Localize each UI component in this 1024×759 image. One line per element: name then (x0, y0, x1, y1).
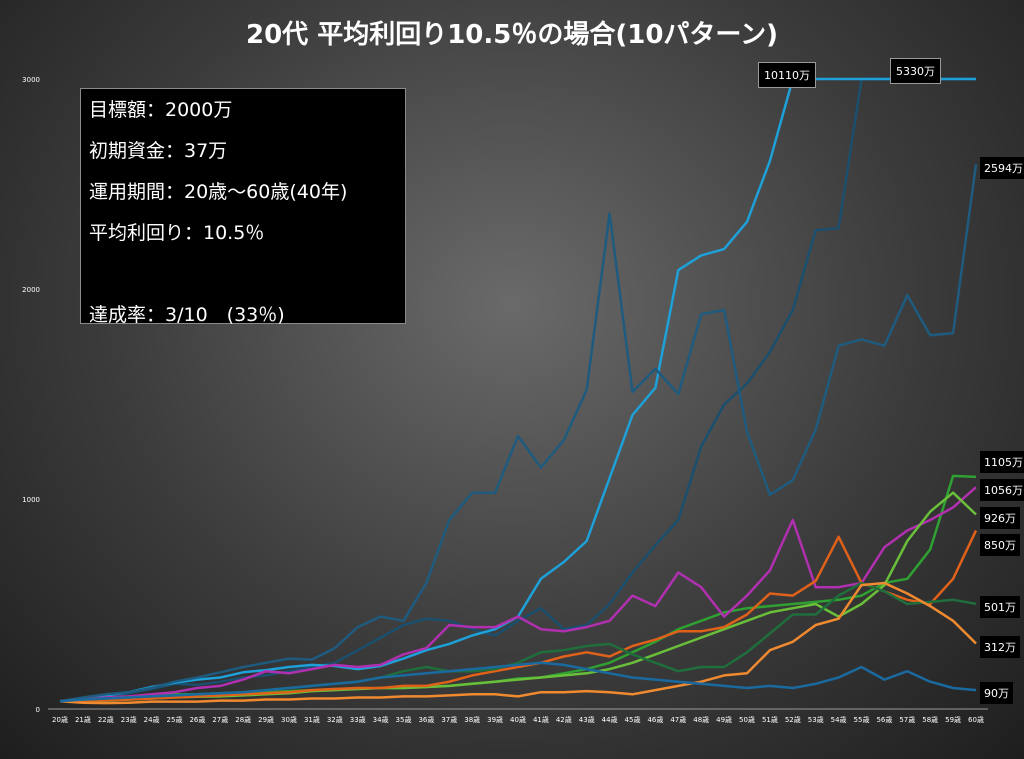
x-tick-label: 30歳 (281, 715, 297, 724)
series-line-3 (59, 164, 978, 703)
x-tick-label: 42歳 (556, 715, 572, 724)
x-tick-label: 27歳 (212, 715, 228, 724)
x-tick-label: 28歳 (235, 715, 251, 724)
x-tick-label: 29歳 (258, 715, 274, 724)
y-tick-label: 3000 (22, 76, 40, 84)
end-label-series-8: 501万 (980, 596, 1020, 618)
x-tick-label: 39歳 (487, 715, 503, 724)
x-tick-label: 59歳 (945, 715, 961, 724)
end-label-series-2: 10110万 (758, 62, 816, 88)
y-tick-label: 1000 (22, 496, 40, 504)
x-tick-label: 44歳 (602, 715, 618, 724)
x-tick-label: 24歳 (144, 715, 160, 724)
end-label-series-6: 926万 (980, 507, 1020, 529)
x-tick-label: 20歳 (52, 715, 68, 724)
chart-title: 20代 平均利回り10.5％の場合(10パターン) (245, 20, 779, 50)
info-period: 運用期間：20歳～60歳(40年) (89, 181, 348, 203)
x-tick-label: 25歳 (167, 715, 183, 724)
series-line-1 (59, 77, 976, 703)
info-initial-fund: 初期資金：37万 (89, 140, 228, 162)
x-tick-label: 26歳 (189, 715, 205, 724)
x-tick-label: 54歳 (831, 715, 847, 724)
x-tick-label: 33歳 (350, 715, 366, 724)
x-tick-label: 41歳 (533, 715, 549, 724)
x-tick-label: 38歳 (464, 715, 480, 724)
series-group (59, 77, 978, 705)
end-label-series-9: 312万 (980, 636, 1020, 658)
x-tick-label: 57歳 (899, 715, 915, 724)
x-tick-label: 49歳 (716, 715, 732, 724)
x-tick-label: 46歳 (647, 715, 663, 724)
info-yield: 平均利回り：10.5％ (89, 222, 265, 244)
x-tick-label: 40歳 (510, 715, 526, 724)
x-tick-label: 48歳 (693, 715, 709, 724)
series-line-7 (59, 529, 978, 703)
x-tick-label: 60歳 (968, 715, 984, 724)
x-tick-label: 23歳 (121, 715, 137, 724)
x-tick-label: 45歳 (625, 715, 641, 724)
y-axis-ticks: 0 1000 2000 3000 (22, 76, 40, 714)
x-tick-label: 50歳 (739, 715, 755, 724)
info-target: 目標額：2000万 (89, 99, 233, 121)
end-label-series-4: 1105万 (980, 451, 1024, 473)
info-blank (89, 257, 405, 298)
x-tick-label: 35歳 (396, 715, 412, 724)
x-tick-label: 36歳 (418, 715, 434, 724)
x-tick-label: 52歳 (785, 715, 801, 724)
info-achievement: 達成率：3/10 (33％) (89, 304, 285, 326)
end-label-series-10: 90万 (980, 682, 1013, 704)
end-label-series-1: 5330万 (890, 58, 941, 84)
x-tick-label: 32歳 (327, 715, 343, 724)
x-tick-label: 21歳 (75, 715, 91, 724)
series-line-5 (59, 486, 977, 703)
x-axis-ticks: 20歳 21歳 22歳 23歳 24歳 25歳 26歳 27歳 28歳 29歳 30歳 31歳 32歳 3… (52, 715, 984, 724)
x-tick-label: 22歳 (98, 715, 114, 724)
x-tick-label: 53歳 (808, 715, 824, 724)
x-tick-label: 51歳 (762, 715, 778, 724)
end-label-series-3: 2594万 (980, 157, 1024, 179)
x-tick-label: 34歳 (373, 715, 389, 724)
y-tick-label: 2000 (22, 286, 40, 294)
end-label-series-5: 1056万 (980, 479, 1024, 501)
x-tick-label: 58歳 (922, 715, 938, 724)
series-line-9 (59, 581, 977, 705)
x-tick-label: 56歳 (876, 715, 892, 724)
x-tick-label: 31歳 (304, 715, 320, 724)
x-tick-label: 55歳 (854, 715, 870, 724)
x-tick-label: 37歳 (441, 715, 457, 724)
info-box: 目標額：2000万 初期資金：37万 運用期間：20歳～60歳(40年) 平均利… (80, 88, 406, 326)
y-tick-label: 0 (36, 706, 40, 714)
end-label-series-7: 850万 (980, 534, 1020, 556)
x-tick-label: 43歳 (579, 715, 595, 724)
series-line-10 (59, 661, 977, 703)
x-tick-label: 47歳 (670, 715, 686, 724)
